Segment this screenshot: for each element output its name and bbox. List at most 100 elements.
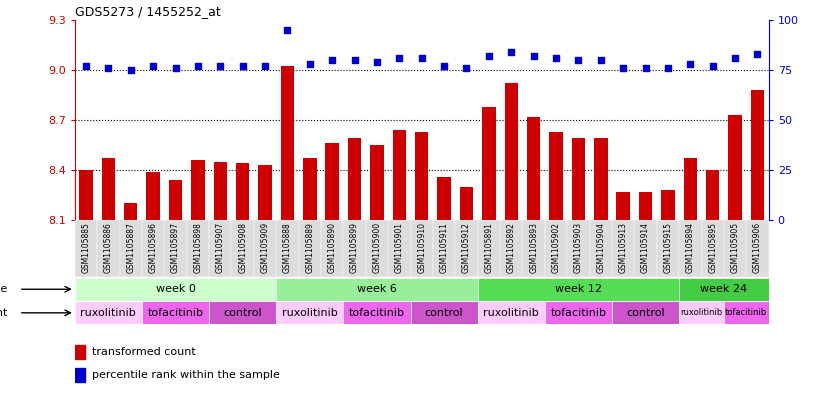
Text: tofacitinib: tofacitinib (725, 309, 767, 317)
Bar (75, 345, 86, 360)
Text: GDS5273 / 1455252_at: GDS5273 / 1455252_at (75, 6, 220, 18)
FancyBboxPatch shape (411, 301, 478, 324)
Text: GSM1105913: GSM1105913 (619, 222, 627, 273)
Text: control: control (627, 308, 665, 318)
FancyBboxPatch shape (679, 220, 701, 277)
Bar (482, 107, 495, 220)
Text: control: control (425, 308, 464, 318)
Point (729, 55, 742, 61)
Text: tofacitinib: tofacitinib (550, 308, 607, 318)
Text: GSM1105898: GSM1105898 (194, 222, 203, 273)
Bar (124, 204, 137, 220)
Text: week 0: week 0 (155, 284, 195, 294)
Point (617, 64, 630, 71)
FancyBboxPatch shape (209, 220, 232, 277)
FancyBboxPatch shape (701, 220, 724, 277)
Point (236, 62, 249, 69)
Text: GSM1105911: GSM1105911 (440, 222, 449, 273)
Point (460, 64, 473, 71)
Point (348, 57, 361, 63)
Point (706, 62, 720, 69)
Point (751, 51, 765, 57)
FancyBboxPatch shape (276, 278, 478, 301)
Bar (75, 367, 86, 382)
FancyBboxPatch shape (478, 220, 500, 277)
Point (416, 55, 429, 61)
Text: GSM1105896: GSM1105896 (149, 222, 158, 273)
FancyBboxPatch shape (523, 220, 545, 277)
Point (482, 53, 495, 59)
Text: control: control (224, 308, 262, 318)
Point (661, 64, 675, 71)
Point (214, 62, 227, 69)
Text: GSM1105894: GSM1105894 (686, 222, 695, 273)
Bar (214, 162, 227, 220)
Text: GSM1105897: GSM1105897 (171, 222, 180, 273)
Point (549, 55, 563, 61)
Text: agent: agent (0, 308, 7, 318)
Text: week 12: week 12 (555, 284, 602, 294)
Bar (460, 187, 473, 220)
Text: GSM1105890: GSM1105890 (327, 222, 337, 273)
Bar (258, 165, 272, 220)
Point (684, 61, 697, 67)
Point (437, 62, 450, 69)
Text: time: time (0, 284, 7, 294)
Point (101, 64, 115, 71)
FancyBboxPatch shape (209, 301, 276, 324)
FancyBboxPatch shape (679, 301, 724, 324)
Bar (191, 160, 204, 220)
FancyBboxPatch shape (455, 220, 478, 277)
Text: GSM1105887: GSM1105887 (126, 222, 135, 273)
FancyBboxPatch shape (590, 220, 612, 277)
Text: tofacitinib: tofacitinib (349, 308, 405, 318)
FancyBboxPatch shape (75, 220, 97, 277)
FancyBboxPatch shape (500, 220, 523, 277)
Text: GSM1105908: GSM1105908 (238, 222, 247, 273)
Text: ruxolitinib: ruxolitinib (681, 309, 723, 317)
Text: week 24: week 24 (701, 284, 747, 294)
Text: ruxolitinib: ruxolitinib (282, 308, 337, 318)
FancyBboxPatch shape (366, 220, 388, 277)
Text: tofacitinib: tofacitinib (148, 308, 204, 318)
FancyBboxPatch shape (612, 220, 634, 277)
FancyBboxPatch shape (478, 301, 545, 324)
FancyBboxPatch shape (187, 220, 209, 277)
Bar (371, 145, 384, 220)
Bar (750, 90, 765, 220)
Bar (729, 115, 742, 220)
Text: GSM1105912: GSM1105912 (462, 222, 471, 273)
Point (79, 62, 92, 69)
Text: GSM1105906: GSM1105906 (753, 222, 762, 273)
FancyBboxPatch shape (433, 220, 455, 277)
Bar (706, 170, 720, 220)
Point (393, 55, 406, 61)
Point (504, 49, 518, 55)
Text: ruxolitinib: ruxolitinib (81, 308, 136, 318)
Bar (303, 158, 317, 220)
Bar (661, 190, 675, 220)
Text: GSM1105904: GSM1105904 (597, 222, 605, 273)
Text: week 6: week 6 (357, 284, 397, 294)
Bar (236, 163, 249, 220)
Bar (146, 172, 160, 220)
FancyBboxPatch shape (253, 220, 276, 277)
Bar (101, 158, 115, 220)
Bar (437, 177, 451, 220)
Bar (415, 132, 429, 220)
FancyBboxPatch shape (276, 220, 298, 277)
Point (303, 61, 317, 67)
Point (169, 64, 182, 71)
Point (124, 67, 137, 73)
Text: GSM1105899: GSM1105899 (350, 222, 359, 273)
Bar (572, 138, 585, 220)
Bar (684, 158, 697, 220)
Text: GSM1105885: GSM1105885 (81, 222, 91, 273)
FancyBboxPatch shape (545, 220, 568, 277)
Bar (504, 83, 518, 220)
FancyBboxPatch shape (276, 301, 343, 324)
FancyBboxPatch shape (634, 220, 656, 277)
FancyBboxPatch shape (612, 301, 679, 324)
FancyBboxPatch shape (165, 220, 187, 277)
FancyBboxPatch shape (97, 220, 120, 277)
